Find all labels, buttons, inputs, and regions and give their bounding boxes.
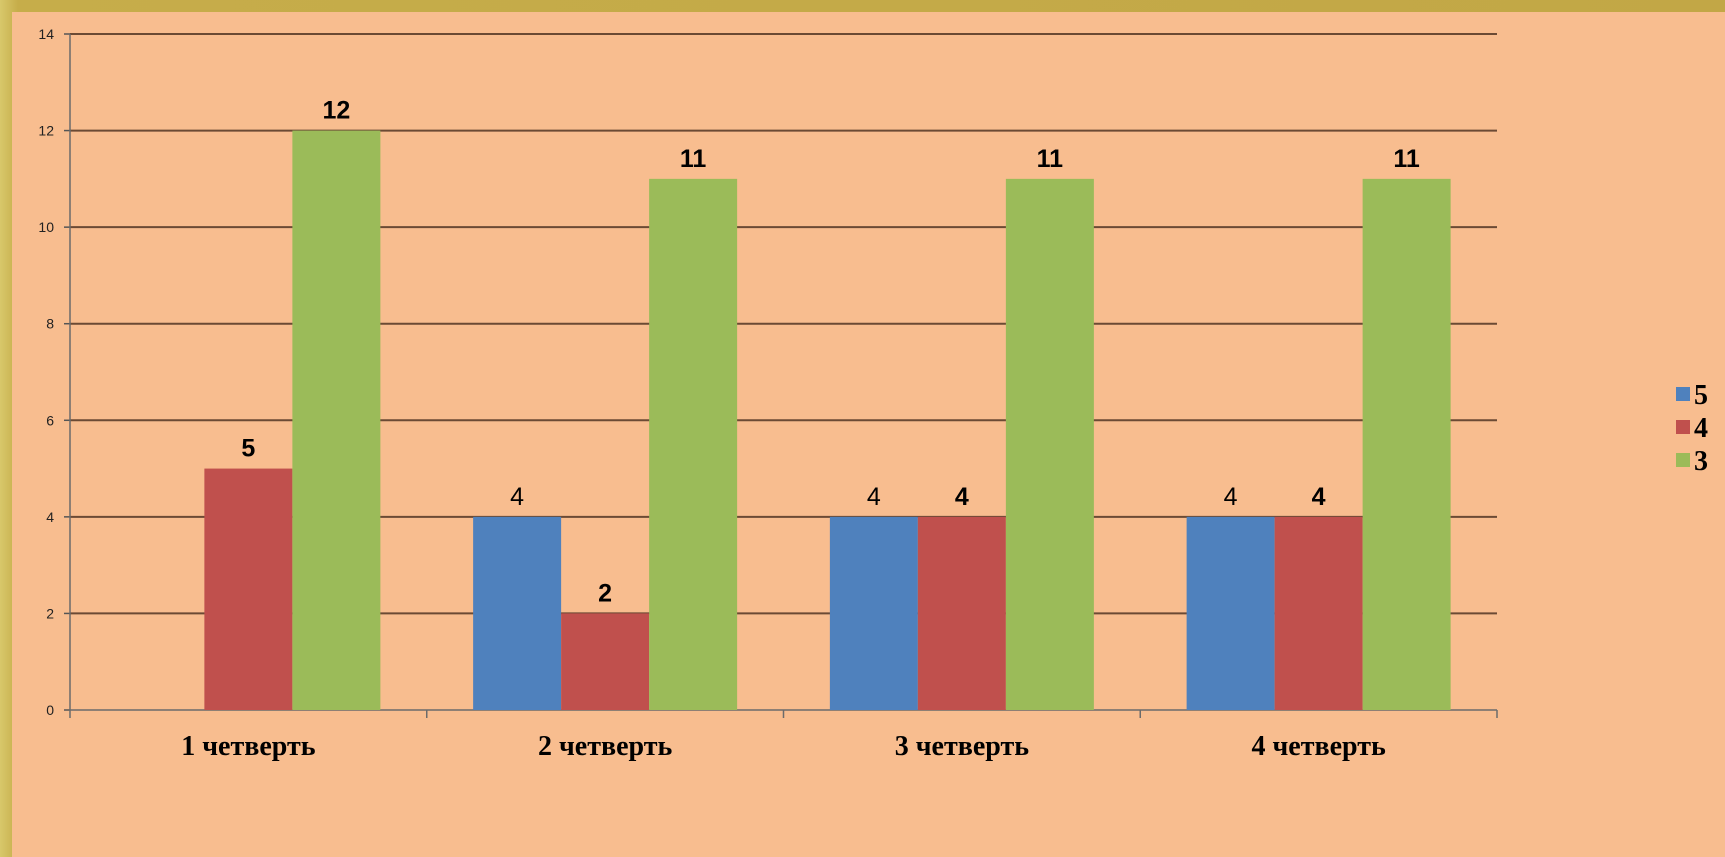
data-label-series-3-1: 12 (322, 97, 350, 125)
bar-series-4-1 (204, 468, 293, 710)
legend-label-5: 5 (1694, 380, 1708, 411)
data-label-series-4-3: 4 (955, 483, 969, 511)
data-label-series-4-4: 4 (1312, 483, 1326, 511)
data-label-series-5-4: 4 (1224, 483, 1238, 511)
y-tick-label: 12 (38, 123, 54, 139)
bar-series-4-2 (561, 613, 650, 710)
data-label-series-3-3: 11 (1037, 145, 1064, 173)
data-label-series-4-2: 2 (598, 579, 612, 607)
legend: 543 (1676, 380, 1708, 477)
bar-series-3-3 (1005, 178, 1094, 710)
bar-series-3-4 (1362, 178, 1451, 710)
data-label-series-4-1: 5 (241, 435, 255, 463)
bar-series-5-2 (473, 516, 562, 710)
legend-label-3: 3 (1694, 446, 1708, 477)
legend-swatch-4 (1676, 420, 1690, 434)
y-tick-label: 10 (38, 219, 54, 235)
x-category-label: 1 четверть (181, 731, 315, 762)
y-tick-label: 8 (46, 316, 54, 332)
legend-label-4: 4 (1694, 413, 1708, 444)
data-label-series-5-2: 4 (510, 483, 524, 511)
y-tick-label: 14 (38, 26, 54, 42)
legend-swatch-5 (1676, 387, 1690, 401)
bar-series-5-3 (829, 516, 918, 710)
x-category-label: 4 четверть (1251, 731, 1385, 762)
bar-series-3-1 (292, 130, 381, 711)
y-tick-label: 6 (46, 412, 54, 428)
data-label-series-5-3: 4 (867, 483, 881, 511)
y-tick-label: 0 (46, 702, 54, 718)
y-tick-label: 4 (46, 509, 54, 525)
bar-series-5-4 (1186, 516, 1275, 710)
data-label-series-3-2: 11 (680, 145, 707, 173)
x-category-label: 2 четверть (538, 731, 672, 762)
data-labels: 4 4 4 5 2 4 4 12 11 11 11 (241, 97, 1420, 608)
bar-series-3-2 (649, 178, 738, 710)
y-tick-label: 2 (46, 605, 54, 621)
bar-series-4-3 (917, 516, 1006, 710)
legend-swatch-3 (1676, 453, 1690, 467)
bar-series-4-4 (1274, 516, 1363, 710)
x-category-label: 3 четверть (895, 731, 1029, 762)
bars (204, 130, 1451, 711)
data-label-series-3-4: 11 (1393, 145, 1420, 173)
